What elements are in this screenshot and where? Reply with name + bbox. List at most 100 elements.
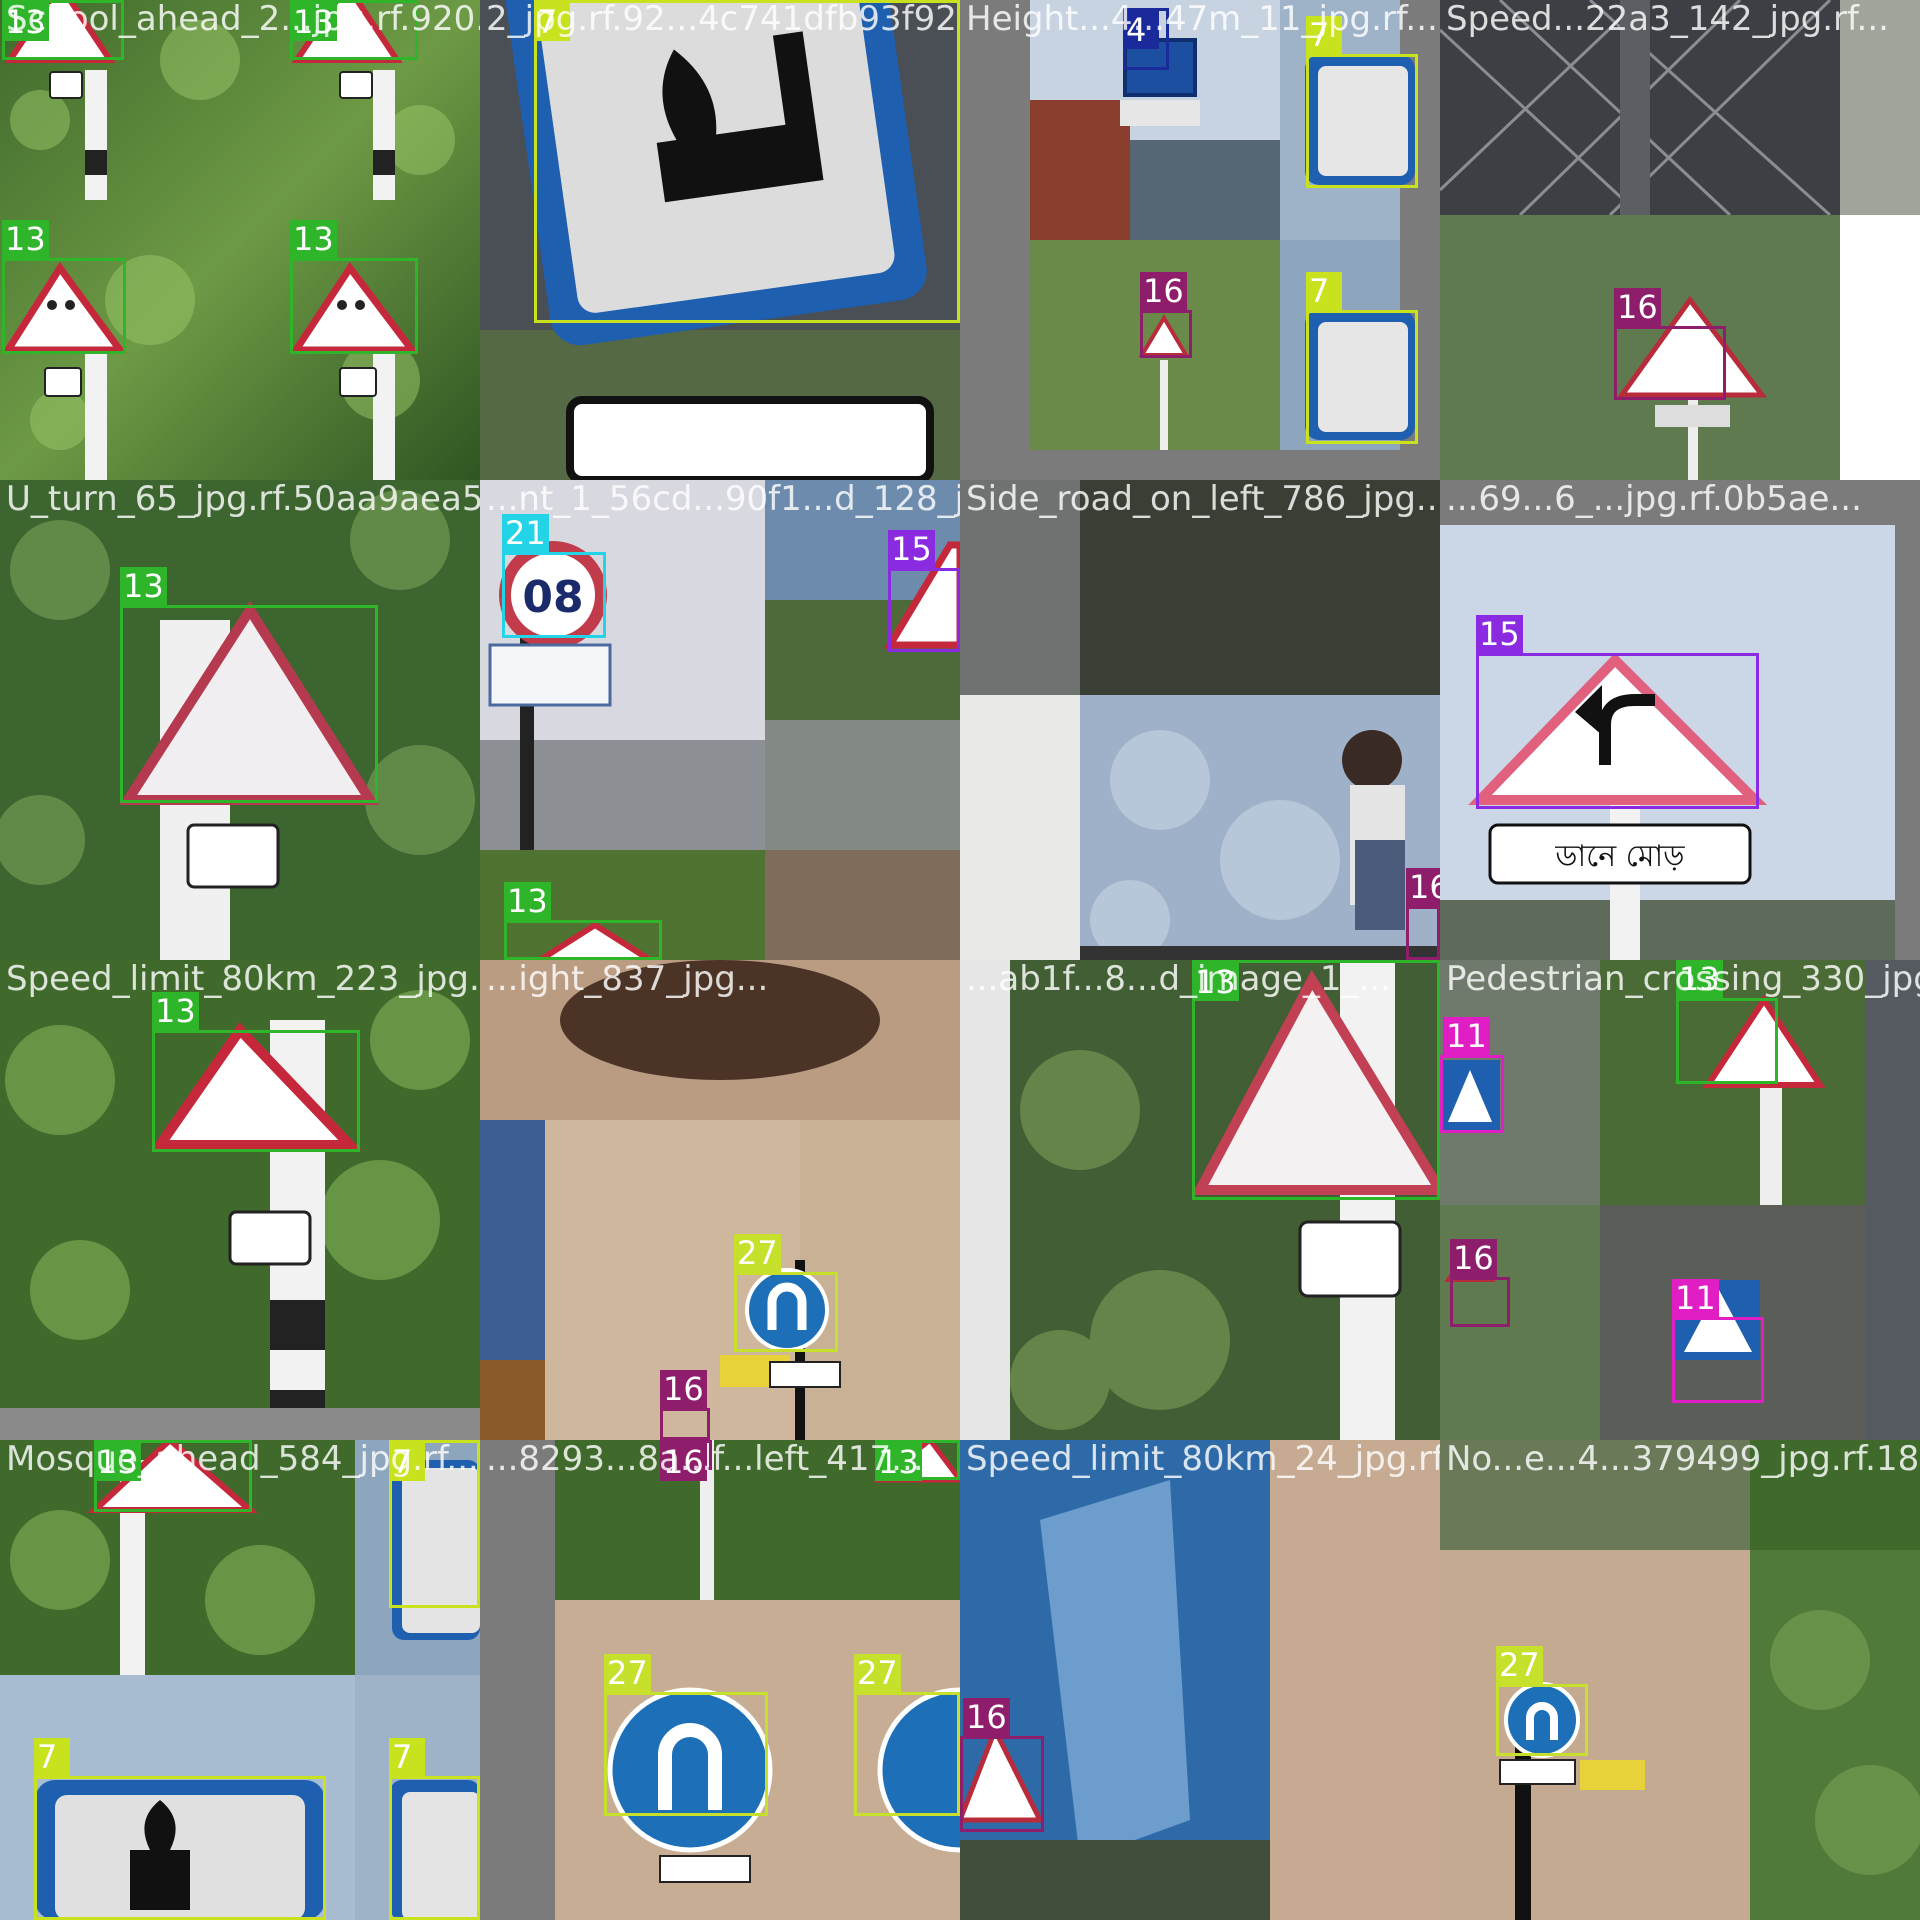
detection-box: 27 <box>604 1654 768 1816</box>
tile-image <box>1440 1440 1920 1920</box>
mosaic-tile: 4 7 16 7 Height...4...47m_11_jpg.rf... <box>960 0 1440 480</box>
detection-box: 15 <box>888 530 960 652</box>
mosaic-tile: 13 U_turn_65_jpg.rf.50aa9aea5... <box>0 480 480 960</box>
detection-box: 7 <box>534 0 960 323</box>
class-label: 7 <box>1306 272 1342 310</box>
mosaic-tile: 13 7 7 7 Mosque_ahead_584_jpg.rf... <box>0 1440 480 1920</box>
class-label: 13 <box>504 882 551 920</box>
class-label: 13 <box>1192 963 1239 1001</box>
detection-box: 7 <box>34 1738 326 1920</box>
detection-box: 16 <box>1450 1239 1510 1327</box>
tile-image <box>0 480 480 960</box>
tile-image <box>960 480 1440 960</box>
detection-box: 13 <box>152 992 360 1152</box>
detection-box: 13 <box>504 882 662 960</box>
class-label: 27 <box>604 1654 651 1692</box>
class-label: 15 <box>888 530 935 568</box>
mosaic-tile: 13 11 16 11 Pedestrian_crossing_330_jpg.… <box>1440 960 1920 1440</box>
detection-box: 4 <box>1123 8 1169 70</box>
class-label: 27 <box>854 1654 901 1692</box>
detection-box: 13 <box>1192 960 1440 1200</box>
mosaic-tile: 27 16 ...ight_837_jpg... <box>480 960 960 1440</box>
class-label: 13 <box>875 1443 922 1481</box>
class-label: 11 <box>1443 1017 1490 1055</box>
detection-box: 7 <box>1306 16 1418 188</box>
class-label: 7 <box>389 1443 425 1481</box>
mosaic-tile: 16 Speed_limit_80km_24_jpg.rf... <box>960 1440 1440 1920</box>
detection-box: 27 <box>734 1234 838 1352</box>
detection-box: 13 <box>1676 960 1778 1084</box>
class-label: 16 <box>1614 288 1661 326</box>
detection-box: 16 <box>1406 868 1440 960</box>
detection-box: 16 <box>1614 288 1726 400</box>
tile-image <box>480 960 960 1440</box>
mosaic-tile: 7 2_jpg.rf.92...4c741dfb93f92bd... <box>480 0 960 480</box>
detection-box: 15 <box>1476 615 1759 809</box>
class-label: 27 <box>734 1234 781 1272</box>
mosaic-tile: 08 21 15 13 ...nt_1_56cd...90f1...d_128_… <box>480 480 960 960</box>
tile-image <box>1440 0 1920 480</box>
class-label: 16 <box>1450 1239 1497 1277</box>
class-label: 13 <box>94 1443 141 1481</box>
speed-value: 08 <box>522 572 583 623</box>
detection-box: 13 <box>94 1440 252 1512</box>
mosaic-tile: 16 Side_road_on_left_786_jpg... <box>960 480 1440 960</box>
tile-image <box>0 960 480 1440</box>
class-label: 16 <box>1140 272 1187 310</box>
class-label: 11 <box>1672 1279 1719 1317</box>
tile-image <box>480 0 960 480</box>
class-label: 13 <box>2 3 49 41</box>
tile-image: 08 <box>480 480 960 960</box>
tile-image <box>960 1440 1440 1920</box>
detection-box: 16 <box>660 1370 710 1440</box>
detection-box: 27 <box>1496 1646 1588 1756</box>
mosaic-tile: 13 Speed_limit_80km_223_jpg.rf.68db15369… <box>0 960 480 1440</box>
class-label: 13 <box>1676 960 1723 998</box>
class-label: 7 <box>389 1738 425 1776</box>
class-label: 21 <box>502 514 549 552</box>
tile-image: ডানে মোড় <box>1440 480 1920 960</box>
class-label: 13 <box>290 3 337 41</box>
detection-box: 13 <box>120 567 378 803</box>
mosaic-tile: 27 No...e...4...379499_jpg.rf.18... <box>1440 1440 1920 1920</box>
plate-text: ডানে মোড় <box>1554 839 1685 874</box>
class-label: 15 <box>1476 615 1523 653</box>
class-label: 13 <box>290 220 337 258</box>
class-label: 16 <box>660 1370 707 1408</box>
detection-box: 13 <box>2 220 126 354</box>
detection-box: 7 <box>389 1738 480 1920</box>
tile-image <box>960 960 1440 1440</box>
class-label: 13 <box>152 992 199 1030</box>
mosaic-tile: 13 ...ab1f...8...d_image_1_... <box>960 960 1440 1440</box>
mosaic-tile: 16 13 27 27 ...8293...8a...f...left_417.… <box>480 1440 960 1920</box>
detection-box: 11 <box>1672 1279 1764 1403</box>
detection-box: 16 <box>660 1440 712 1481</box>
class-label: 16 <box>963 1698 1010 1736</box>
tile-image <box>960 0 1440 480</box>
class-label: 27 <box>1496 1646 1543 1684</box>
detection-box: 13 <box>290 0 418 60</box>
tile-image <box>0 1440 480 1920</box>
class-label: 13 <box>120 567 167 605</box>
detection-box: 7 <box>1306 272 1418 444</box>
mosaic-tile: ডানে মোড় 15 ...69...6_...jpg.rf.0b5ae..… <box>1440 480 1920 960</box>
detection-box: 7 <box>389 1440 480 1608</box>
class-label: 7 <box>34 1738 70 1776</box>
mosaic-tile: 13 13 13 13 School_ahead_2...jpg.rf.920.… <box>0 0 480 480</box>
detection-box: 13 <box>875 1440 960 1481</box>
class-label: 4 <box>1123 11 1159 49</box>
detection-box: 21 <box>502 514 606 638</box>
mosaic-tile: 16 Speed...22a3_142_jpg.rf... <box>1440 0 1920 480</box>
class-label: 7 <box>534 3 570 41</box>
detection-box: 13 <box>290 220 418 354</box>
class-label: 16 <box>660 1443 707 1481</box>
tile-image <box>0 0 480 480</box>
detection-box: 16 <box>1140 272 1192 358</box>
detection-box: 13 <box>2 0 124 60</box>
class-label: 7 <box>1306 16 1342 54</box>
detection-box: 27 <box>854 1654 960 1816</box>
class-label: 16 <box>1406 868 1440 906</box>
class-label: 13 <box>2 220 49 258</box>
detection-box: 11 <box>1440 1017 1504 1133</box>
